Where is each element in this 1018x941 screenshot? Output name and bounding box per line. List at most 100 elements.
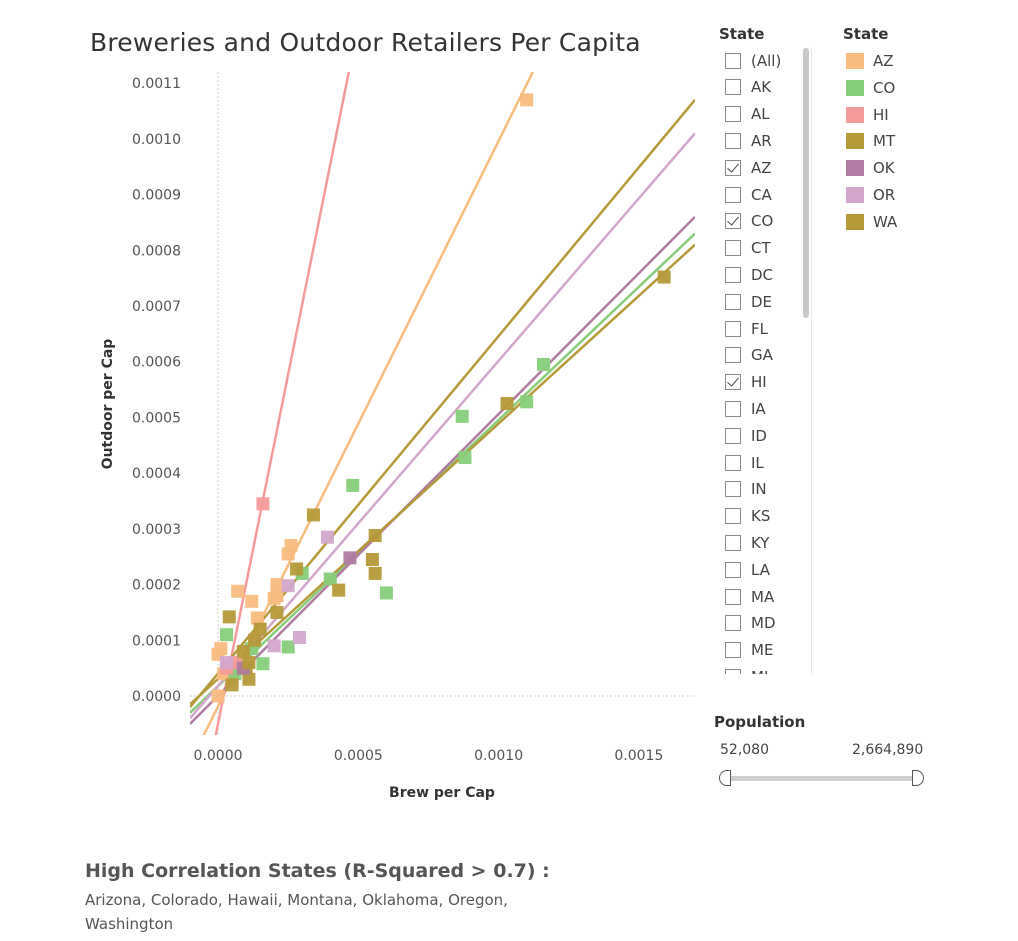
legend-swatch bbox=[846, 106, 864, 123]
checkbox[interactable] bbox=[725, 588, 741, 605]
state-filter-item[interactable]: AR bbox=[719, 127, 799, 154]
checkbox[interactable] bbox=[725, 642, 741, 659]
legend-label: MT bbox=[873, 132, 896, 151]
state-filter-item[interactable]: MI bbox=[719, 663, 799, 674]
population-slider-track[interactable] bbox=[726, 776, 918, 781]
legend-swatch bbox=[846, 187, 864, 203]
state-filter-list[interactable]: (All) AK AL AR AZ CA CO CT DC DE FL GA HI IA ID IL IN KS K… bbox=[719, 47, 812, 674]
trend-line-hi bbox=[214, 72, 351, 735]
checkbox[interactable] bbox=[725, 374, 741, 391]
checkbox[interactable] bbox=[725, 159, 741, 176]
legend-item[interactable]: OR bbox=[846, 182, 895, 208]
data-point-or bbox=[219, 656, 233, 670]
state-filter-item[interactable]: FL bbox=[719, 315, 799, 342]
y-tick-label: 0.0004 bbox=[132, 466, 181, 482]
data-point-wa bbox=[242, 656, 256, 670]
legend-item[interactable]: AZ bbox=[846, 48, 894, 74]
data-point-mt bbox=[368, 529, 382, 543]
checkbox[interactable] bbox=[725, 534, 741, 551]
state-filter-item[interactable]: ME bbox=[719, 637, 799, 664]
checkbox[interactable] bbox=[725, 52, 741, 69]
checkbox[interactable] bbox=[725, 347, 741, 364]
population-max-label: 2,664,890 bbox=[852, 742, 924, 758]
x-tick-label: 0.0010 bbox=[474, 748, 523, 764]
state-filter-item[interactable]: IL bbox=[719, 449, 799, 476]
state-filter-label: (All) bbox=[751, 51, 782, 70]
state-filter-item[interactable]: AK bbox=[719, 74, 799, 101]
data-point-co bbox=[458, 451, 472, 465]
checkbox[interactable] bbox=[725, 132, 741, 149]
checkbox[interactable] bbox=[725, 427, 741, 444]
state-filter-item[interactable]: DC bbox=[719, 261, 799, 288]
data-point-mt bbox=[306, 508, 320, 522]
legend-item[interactable]: HI bbox=[846, 102, 889, 128]
data-point-mt bbox=[222, 610, 236, 624]
state-filter-label: DC bbox=[751, 265, 774, 284]
checkbox[interactable] bbox=[725, 106, 741, 123]
state-filter-item[interactable]: GA bbox=[719, 342, 799, 369]
population-slider-min-handle[interactable] bbox=[719, 770, 731, 786]
state-filter-item[interactable]: LA bbox=[719, 556, 799, 583]
scatter-chart[interactable]: 0.0000 0.0001 0.0002 0.0003 0.0004 0.0005 0.00… bbox=[0, 60, 700, 820]
legend-header: State bbox=[843, 25, 889, 43]
checkbox[interactable] bbox=[725, 266, 741, 283]
state-filter-label: LA bbox=[751, 560, 770, 579]
data-point-az bbox=[281, 547, 295, 561]
state-filter-item[interactable]: IA bbox=[719, 395, 799, 422]
checkbox[interactable] bbox=[725, 561, 741, 578]
state-filter-item[interactable]: (All) bbox=[719, 47, 799, 74]
checkbox[interactable] bbox=[725, 508, 741, 525]
state-filter-item[interactable]: CO bbox=[719, 208, 799, 235]
legend-item[interactable]: MT bbox=[846, 128, 895, 154]
state-filter-item[interactable]: MA bbox=[719, 583, 799, 610]
state-filter-label: AR bbox=[751, 131, 772, 150]
checkbox[interactable] bbox=[725, 213, 741, 230]
checkbox[interactable] bbox=[725, 400, 741, 417]
state-filter-item[interactable]: DE bbox=[719, 288, 799, 315]
state-filter-item[interactable]: KY bbox=[719, 529, 799, 556]
state-filter-item[interactable]: IN bbox=[719, 476, 799, 503]
legend-label: CO bbox=[873, 78, 896, 97]
state-filter-item[interactable]: AZ bbox=[719, 154, 799, 181]
checkbox[interactable] bbox=[725, 79, 741, 96]
data-point-mt bbox=[242, 672, 256, 686]
trend-line-ok bbox=[190, 215, 695, 725]
legend-item[interactable]: WA bbox=[846, 209, 897, 235]
data-point-wa bbox=[657, 270, 671, 284]
state-filter-item[interactable]: MD bbox=[719, 610, 799, 637]
state-filter-item[interactable]: HI bbox=[719, 369, 799, 396]
state-filter-item[interactable]: CA bbox=[719, 181, 799, 208]
x-tick-label: 0.0000 bbox=[194, 748, 243, 764]
legend-item[interactable]: OK bbox=[846, 155, 895, 181]
checkbox[interactable] bbox=[725, 481, 741, 498]
checkbox[interactable] bbox=[725, 293, 741, 310]
state-filter-item[interactable]: ID bbox=[719, 422, 799, 449]
data-point-mt bbox=[365, 553, 379, 566]
checkbox[interactable] bbox=[725, 240, 741, 257]
x-axis-title: Brew per Cap bbox=[389, 785, 495, 801]
state-filter-label: IA bbox=[751, 399, 766, 418]
state-filter-label: CA bbox=[751, 185, 772, 204]
state-filter-scrollbar[interactable] bbox=[803, 48, 809, 318]
x-tick-label: 0.0005 bbox=[334, 748, 383, 764]
checkbox[interactable] bbox=[725, 186, 741, 203]
checkbox[interactable] bbox=[725, 668, 741, 674]
population-slider-max-handle[interactable] bbox=[912, 770, 924, 786]
legend-swatch bbox=[846, 79, 864, 96]
state-filter-item[interactable]: CT bbox=[719, 235, 799, 262]
state-filter-label: AK bbox=[751, 78, 772, 97]
legend-label: AZ bbox=[873, 52, 894, 70]
data-point-mt bbox=[253, 622, 267, 636]
state-filter-item[interactable]: AL bbox=[719, 101, 799, 128]
state-filter-item[interactable]: KS bbox=[719, 503, 799, 530]
y-tick-label: 0.0000 bbox=[132, 689, 181, 705]
data-point-az bbox=[245, 594, 259, 608]
checkbox[interactable] bbox=[725, 615, 741, 632]
checkbox[interactable] bbox=[725, 320, 741, 337]
checkbox[interactable] bbox=[725, 454, 741, 471]
state-filter-label: IL bbox=[751, 453, 764, 472]
data-point-az bbox=[270, 578, 284, 592]
legend-item[interactable]: CO bbox=[846, 75, 895, 101]
trend-line-or bbox=[190, 132, 695, 720]
y-tick-label: 0.0005 bbox=[132, 410, 181, 426]
